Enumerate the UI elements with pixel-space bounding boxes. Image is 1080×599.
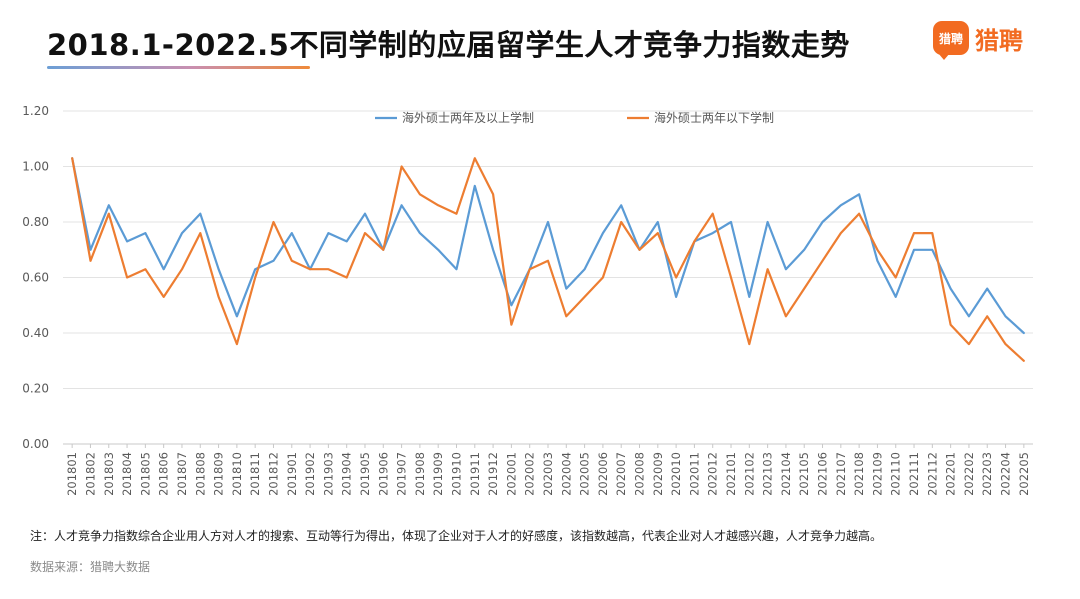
x-tick-label: 201812 [266, 452, 280, 496]
x-tick-label: 202005 [578, 452, 592, 496]
x-tick-label: 201811 [248, 452, 262, 496]
x-tick-label: 202007 [614, 452, 628, 496]
y-tick-label: 0.00 [22, 437, 49, 451]
x-tick-label: 202204 [999, 452, 1013, 496]
x-tick-label: 202112 [925, 452, 939, 496]
x-tick-label: 202105 [797, 452, 811, 496]
x-tick-label: 202002 [523, 452, 537, 496]
x-tick-label: 201909 [431, 452, 445, 496]
x-tick-label: 202003 [541, 452, 555, 496]
x-tick-label: 201810 [230, 452, 244, 496]
brand-logo: 猎聘 猎聘 [933, 21, 1023, 60]
x-tick-label: 201808 [193, 452, 207, 496]
x-tick-label: 201809 [212, 452, 226, 496]
x-tick-label: 201903 [321, 452, 335, 496]
y-tick-label: 0.20 [22, 382, 49, 396]
page-title: 2018.1-2022.5不同学制的应届留学生人才竞争力指数走势 [47, 28, 850, 62]
x-tick-label: 201802 [83, 452, 97, 496]
x-tick-label: 202103 [761, 452, 775, 496]
title-underline [47, 66, 310, 69]
x-tick-label: 202107 [834, 452, 848, 496]
x-tick-label: 201805 [138, 452, 152, 496]
x-tick-label: 202110 [889, 452, 903, 496]
x-tick-label: 201904 [340, 452, 354, 496]
x-tick-label: 202203 [980, 452, 994, 496]
chart-footnote: 注：人才竞争力指数综合企业用人方对人才的搜索、互动等行为得出，体现了企业对于人才… [30, 529, 883, 543]
x-tick-label: 202012 [706, 452, 720, 496]
y-tick-label: 0.40 [22, 326, 49, 340]
data-source: 数据来源：猎聘大数据 [30, 560, 151, 574]
x-tick-label: 202101 [724, 452, 738, 496]
x-tick-label: 201910 [449, 452, 463, 496]
x-tick-label: 201907 [395, 452, 409, 496]
x-tick-label: 202001 [504, 452, 518, 496]
x-tick-label: 202109 [870, 452, 884, 496]
x-tick-label: 201911 [468, 452, 482, 496]
x-tick-label: 201801 [65, 452, 79, 496]
line-chart: 0.00 0.20 0.40 0.60 0.80 1.00 1.20 201801 201802… [22, 104, 1033, 496]
x-tick-label: 201905 [358, 452, 372, 496]
x-tick-label: 202108 [852, 452, 866, 496]
x-tick-label: 202104 [779, 452, 793, 496]
x-tick-label: 201908 [413, 452, 427, 496]
legend-label-1: 海外硕士两年及以上学制 [402, 110, 534, 125]
x-tick-label: 201804 [120, 452, 134, 496]
x-tick-label: 202011 [687, 452, 701, 496]
x-tick-label: 202004 [559, 452, 573, 496]
x-tick-label: 202202 [962, 452, 976, 496]
logo-badge-icon: 猎聘 [933, 21, 969, 60]
y-tick-label: 1.20 [22, 104, 49, 118]
x-tick-label: 202010 [669, 452, 683, 496]
x-tick-label: 202102 [742, 452, 756, 496]
x-tick-label: 201803 [102, 452, 116, 496]
x-tick-label: 202009 [651, 452, 665, 496]
x-tick-label: 202106 [816, 452, 830, 496]
x-tick-label: 201806 [157, 452, 171, 496]
y-tick-label: 0.60 [22, 271, 49, 285]
x-tick-label: 201901 [285, 452, 299, 496]
x-tick-label: 202111 [907, 452, 921, 496]
series-line-1 [71, 157, 1025, 335]
series-line-2 [71, 157, 1025, 362]
x-tick-label: 201912 [486, 452, 500, 496]
x-tick-label: 201807 [175, 452, 189, 496]
x-tick-label: 202008 [633, 452, 647, 496]
y-tick-label: 0.80 [22, 215, 49, 229]
y-tick-label: 1.00 [22, 160, 49, 174]
logo-text: 猎聘 [975, 26, 1023, 55]
x-tick-label: 202201 [944, 452, 958, 496]
x-tick-label: 201906 [376, 452, 390, 496]
legend-label-2: 海外硕士两年以下学制 [654, 110, 774, 125]
x-tick-label: 202006 [596, 452, 610, 496]
x-tick-label: 202205 [1017, 452, 1031, 496]
x-tick-label: 201902 [303, 452, 317, 496]
